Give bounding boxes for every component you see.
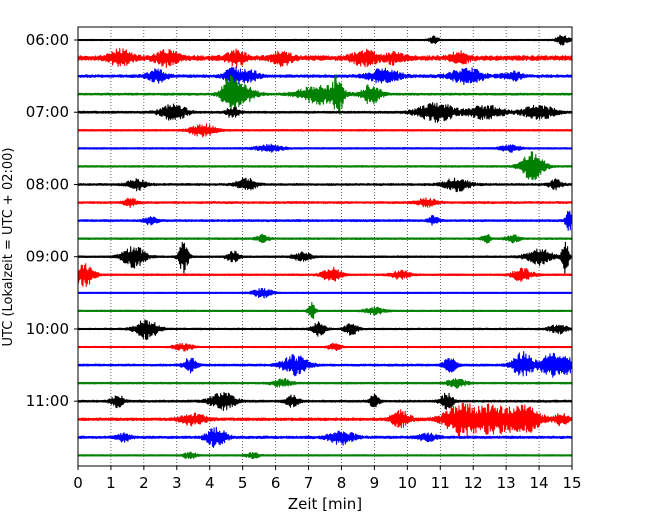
x-tick-label: 14: [530, 474, 549, 492]
x-axis-ticks: 0 1 2 3 4 5 6 7 8 9 10 11 12 13 14 15: [73, 466, 582, 492]
y-tick-label: 06:00: [26, 31, 69, 49]
y-axis-label: UTC (Lokalzeit = UTC + 02:00): [1, 148, 16, 347]
trace-line: [77, 66, 573, 86]
y-tick-label: 11:00: [26, 392, 69, 410]
x-tick-label: 6: [271, 474, 281, 492]
x-tick-label: 12: [464, 474, 483, 492]
plot-frame: [77, 26, 573, 467]
trace-line: [77, 402, 573, 437]
x-tick-label: 5: [238, 474, 248, 492]
y-tick-label: 07:00: [26, 103, 69, 121]
x-tick-label: 11: [431, 474, 450, 492]
trace-line: [77, 241, 573, 274]
y-tick-label: 08:00: [26, 175, 69, 193]
x-tick-label: 15: [562, 474, 581, 492]
trace-line: [77, 47, 573, 69]
seismogram-traces: [77, 34, 573, 460]
y-tick-label: 09:00: [26, 248, 69, 266]
x-tick-label: 2: [139, 474, 149, 492]
x-tick-label: 4: [205, 474, 215, 492]
trace-line: [77, 426, 573, 448]
y-tick-label: 10:00: [26, 320, 69, 338]
x-tick-label: 13: [497, 474, 516, 492]
x-tick-label: 0: [73, 474, 83, 492]
x-tick-label: 8: [337, 474, 347, 492]
x-tick-label: 7: [304, 474, 314, 492]
x-tick-label: 9: [370, 474, 380, 492]
vertical-gridlines: [110, 27, 540, 466]
y-axis-ticks: 06:00 07:00 08:00 09:00 10:00 11:00: [26, 31, 78, 410]
x-axis-label: Zeit [min]: [288, 495, 362, 513]
x-tick-label: 3: [172, 474, 182, 492]
x-tick-label: 10: [398, 474, 417, 492]
x-tick-label: 1: [106, 474, 116, 492]
